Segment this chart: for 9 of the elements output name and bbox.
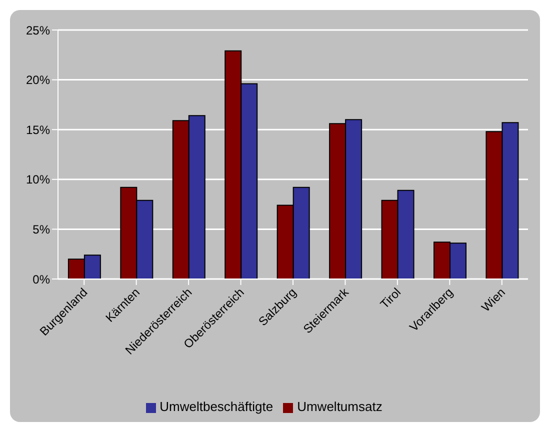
x-tick-label: Tirol (377, 285, 404, 312)
y-tick-label: 5% (32, 222, 50, 236)
y-tick-label: 10% (26, 172, 50, 187)
y-tick-label: 0% (32, 272, 50, 286)
y-tick-label: 25% (26, 23, 50, 38)
y-tick-label: 20% (26, 73, 50, 88)
legend-label: Umweltumsatz (297, 399, 382, 414)
y-tick-label: 15% (26, 122, 50, 137)
legend-label: Umweltbeschäftigte (160, 399, 274, 414)
